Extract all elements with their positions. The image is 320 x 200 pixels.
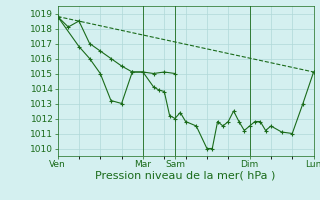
X-axis label: Pression niveau de la mer( hPa ): Pression niveau de la mer( hPa ) — [95, 171, 276, 181]
